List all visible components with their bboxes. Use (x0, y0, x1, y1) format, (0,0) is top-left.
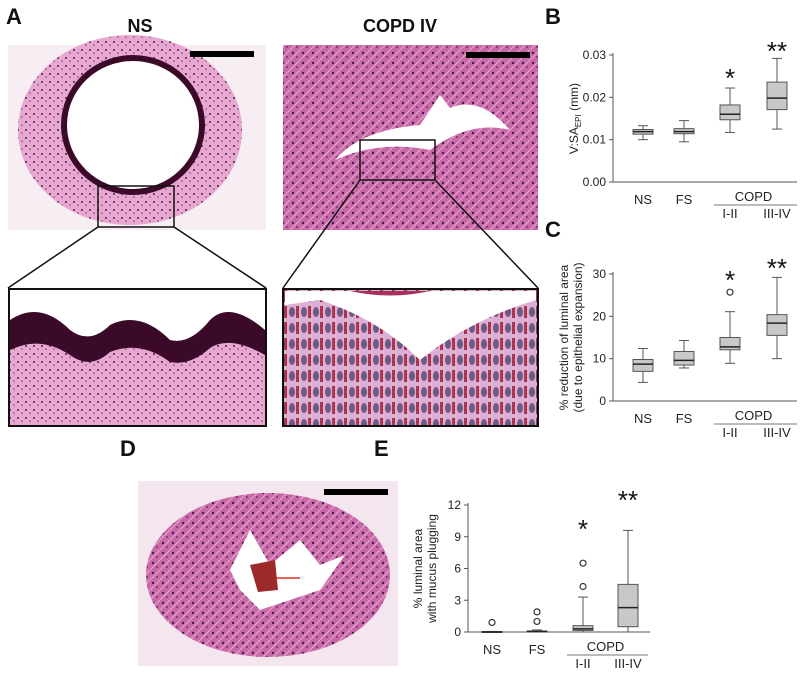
ns-inset-box (97, 185, 175, 228)
category-label: III-IV (763, 425, 791, 440)
copd-histology-image (283, 45, 538, 230)
copd-inset-box (359, 139, 436, 181)
significance-marker: * (578, 514, 588, 544)
panel-label-d: D (120, 436, 136, 461)
box-iii-iv (617, 529, 639, 633)
y-tick-label: 0 (454, 625, 461, 639)
category-label: III-IV (614, 656, 642, 671)
outlier-point (726, 288, 734, 296)
panel-label-c: C (545, 217, 561, 242)
panel-label-a: A (6, 4, 22, 29)
significance-marker: ** (618, 485, 638, 515)
outlier-point (488, 618, 496, 627)
significance-marker: ** (767, 253, 787, 283)
scale-bar (190, 51, 254, 57)
y-tick-label: 0.02 (583, 90, 607, 104)
outlier-point (533, 608, 541, 616)
group-label-copd: COPD (587, 639, 625, 654)
category-label: FS (676, 192, 693, 207)
ns-image-title: NS (127, 16, 153, 36)
box-iii-iv (766, 276, 788, 360)
panel-label-e: E (374, 436, 389, 461)
y-axis-label-line2: with mucus plugging (425, 514, 439, 624)
y-tick-label: 10 (593, 352, 607, 366)
outlier-point (533, 617, 541, 626)
y-tick-label: 12 (448, 498, 462, 512)
category-label: I-II (722, 206, 737, 221)
category-label: I-II (722, 425, 737, 440)
box-i-ii (719, 288, 741, 364)
outlier-point (579, 582, 587, 591)
significance-marker: * (725, 265, 735, 295)
y-axis-label: % reduction of luminal area (557, 264, 571, 410)
copd-epithelium-inset (282, 288, 539, 427)
y-tick-label: 0.03 (583, 48, 607, 62)
ns-histology-image (8, 35, 266, 230)
box-iii-iv (766, 57, 788, 130)
panel-label-b: B (545, 4, 561, 29)
y-axis-label-line2: (due to epithelial expansion) (571, 262, 585, 412)
y-tick-label: 0 (599, 394, 606, 408)
box-ns (481, 618, 503, 633)
outlier-point (579, 559, 587, 567)
category-label: FS (529, 642, 546, 657)
significance-marker: * (725, 63, 735, 93)
box-fs (673, 339, 695, 369)
box-fs (673, 120, 695, 143)
significance-marker: ** (767, 36, 787, 66)
y-tick-label: 0.00 (583, 175, 607, 189)
category-label: NS (483, 642, 501, 657)
y-tick-label: 20 (593, 309, 607, 323)
y-axis-label: V:SAEPI (mm) (567, 83, 583, 154)
ns-epithelium-inset (8, 288, 267, 427)
category-label: FS (676, 411, 693, 426)
group-label-copd: COPD (735, 408, 773, 423)
category-label: NS (634, 192, 652, 207)
scale-bar (324, 489, 388, 495)
copd-image-title: COPD IV (362, 16, 437, 36)
box-fs (526, 608, 548, 633)
category-label: III-IV (763, 206, 791, 221)
category-label: I-II (575, 656, 590, 671)
y-axis-label: % luminal area (411, 528, 425, 608)
box-i-ii (572, 559, 594, 633)
y-tick-label: 30 (593, 267, 607, 281)
scale-bar (466, 52, 530, 58)
box-ns (632, 348, 654, 383)
y-tick-label: 3 (454, 593, 461, 607)
box-i-ii (719, 87, 741, 133)
y-tick-label: 9 (454, 530, 461, 544)
box-ns (632, 125, 654, 141)
y-tick-label: 6 (454, 562, 461, 576)
group-label-copd: COPD (735, 189, 773, 204)
y-tick-label: 0.01 (583, 133, 607, 147)
mucus-plug-histology-image (138, 481, 398, 666)
category-label: NS (634, 411, 652, 426)
